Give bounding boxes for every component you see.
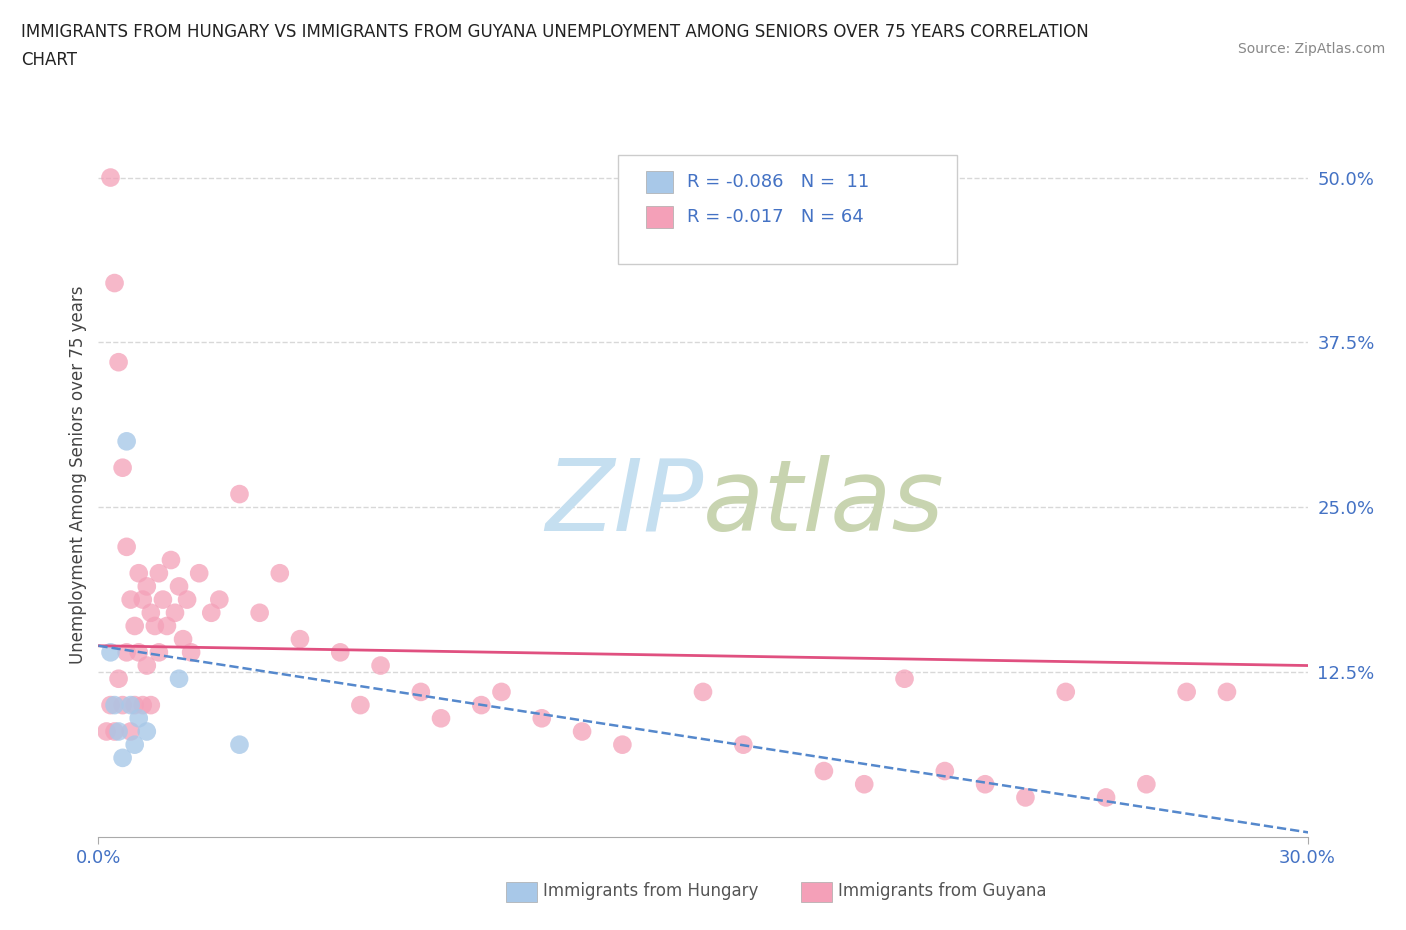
- Point: [128, 711, 150, 725]
- Point: [571, 724, 593, 739]
- Point: [139, 605, 162, 620]
- Point: [167, 579, 190, 594]
- Point: [135, 724, 157, 739]
- Point: [115, 644, 138, 659]
- Point: [135, 658, 157, 673]
- Point: [974, 777, 997, 791]
- Point: [269, 565, 291, 580]
- Point: [135, 579, 157, 594]
- Point: [176, 592, 198, 607]
- Point: [163, 605, 186, 620]
- Point: [249, 605, 271, 620]
- Y-axis label: Unemployment Among Seniors over 75 years: Unemployment Among Seniors over 75 years: [69, 286, 87, 663]
- Point: [148, 565, 170, 580]
- Text: R = -0.086   N =  11: R = -0.086 N = 11: [688, 173, 869, 191]
- Point: [103, 275, 125, 290]
- Point: [893, 671, 915, 686]
- Point: [1014, 790, 1036, 804]
- Point: [107, 671, 129, 686]
- Point: [103, 724, 125, 739]
- Point: [491, 684, 513, 699]
- Point: [124, 698, 146, 712]
- Point: [120, 592, 142, 607]
- Text: Immigrants from Guyana: Immigrants from Guyana: [838, 882, 1046, 900]
- Point: [100, 644, 122, 659]
- Point: [530, 711, 553, 725]
- Text: ZIP: ZIP: [544, 455, 703, 551]
- Point: [228, 486, 250, 501]
- Point: [180, 644, 202, 659]
- Bar: [647, 171, 673, 193]
- Point: [111, 460, 134, 475]
- Point: [124, 737, 146, 752]
- Point: [370, 658, 392, 673]
- Point: [143, 618, 166, 633]
- Point: [1054, 684, 1077, 699]
- Point: [208, 592, 231, 607]
- Point: [1175, 684, 1198, 699]
- Point: [1216, 684, 1239, 699]
- Point: [115, 434, 138, 449]
- Point: [128, 565, 150, 580]
- Point: [100, 170, 122, 185]
- Point: [470, 698, 492, 712]
- Text: Source: ZipAtlas.com: Source: ZipAtlas.com: [1237, 42, 1385, 56]
- Point: [124, 618, 146, 633]
- Point: [692, 684, 714, 699]
- Point: [612, 737, 634, 752]
- Point: [160, 552, 183, 567]
- Text: IMMIGRANTS FROM HUNGARY VS IMMIGRANTS FROM GUYANA UNEMPLOYMENT AMONG SENIORS OVE: IMMIGRANTS FROM HUNGARY VS IMMIGRANTS FR…: [21, 23, 1088, 41]
- Point: [132, 592, 155, 607]
- Point: [349, 698, 371, 712]
- Point: [288, 631, 311, 646]
- Point: [1135, 777, 1157, 791]
- Point: [103, 698, 125, 712]
- Point: [1095, 790, 1118, 804]
- Point: [167, 671, 190, 686]
- Point: [111, 698, 134, 712]
- Point: [934, 764, 956, 778]
- Point: [120, 698, 142, 712]
- Point: [107, 354, 129, 369]
- Text: atlas: atlas: [703, 455, 945, 551]
- FancyBboxPatch shape: [619, 155, 957, 264]
- Point: [120, 724, 142, 739]
- Point: [111, 751, 134, 765]
- Point: [128, 644, 150, 659]
- Point: [139, 698, 162, 712]
- Point: [172, 631, 194, 646]
- Point: [152, 592, 174, 607]
- Point: [107, 724, 129, 739]
- Point: [733, 737, 755, 752]
- Point: [329, 644, 352, 659]
- Bar: [647, 206, 673, 228]
- Point: [156, 618, 179, 633]
- Point: [96, 724, 118, 739]
- Text: CHART: CHART: [21, 51, 77, 69]
- Text: Immigrants from Hungary: Immigrants from Hungary: [543, 882, 758, 900]
- Point: [853, 777, 876, 791]
- Point: [148, 644, 170, 659]
- Point: [188, 565, 211, 580]
- Point: [228, 737, 250, 752]
- Point: [200, 605, 222, 620]
- Point: [100, 698, 122, 712]
- Point: [132, 698, 155, 712]
- Text: R = -0.017   N = 64: R = -0.017 N = 64: [688, 207, 865, 226]
- Point: [115, 539, 138, 554]
- Point: [409, 684, 432, 699]
- Point: [813, 764, 835, 778]
- Point: [430, 711, 453, 725]
